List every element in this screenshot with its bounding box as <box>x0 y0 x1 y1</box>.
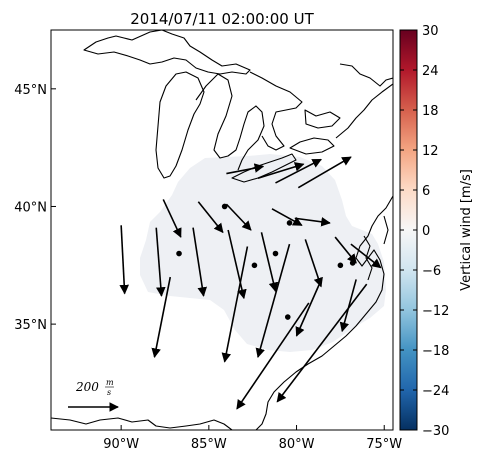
wind-vector-arrow <box>221 246 249 363</box>
wind-vector-arrow <box>227 229 247 300</box>
wind-vector-arrow <box>275 158 322 184</box>
colorbar-tick-label: 30 <box>422 24 439 39</box>
gulf-coast-outline <box>51 417 233 430</box>
wind-scale-key: 200 m s <box>68 378 119 412</box>
station-marker <box>286 220 293 226</box>
wind-vector-arrow <box>271 208 303 226</box>
latitude-tick-label: 35°N <box>14 318 47 333</box>
colorbar-tick-label: 12 <box>422 144 439 159</box>
coastlines <box>51 30 393 430</box>
station-marker <box>176 250 182 257</box>
atlantic-coast-outline <box>255 195 393 430</box>
st-lawrence-outline <box>335 83 393 139</box>
northeast-coast-outline <box>339 63 393 87</box>
wind-vector-arrow <box>304 239 323 288</box>
wind-vector-arrow <box>350 243 382 269</box>
wind-vector-arrow <box>294 217 331 227</box>
colorbar-tick-label: −24 <box>422 384 449 399</box>
delaware-bay-outline <box>383 215 389 245</box>
longitude-tick-label: 85°W <box>191 437 227 452</box>
colorbar-tick-label: −18 <box>422 344 449 359</box>
wind-vector-arrow <box>119 225 130 295</box>
canadian-north-shore <box>304 109 341 129</box>
wind-vector-arrow <box>339 279 357 333</box>
map-title: 2014/07/11 02:00:00 UT <box>130 10 314 28</box>
wind-vector-arrow <box>295 283 321 337</box>
station-marker <box>272 250 279 257</box>
data-coverage-region <box>140 154 386 352</box>
lake-ontario-outline <box>289 137 335 155</box>
wind-vector-arrow <box>297 156 352 189</box>
wind-vector-arrow <box>226 163 265 175</box>
station-marker <box>221 203 228 210</box>
map-panel: 200 m s <box>51 30 393 430</box>
station-marker <box>284 314 291 320</box>
scale-key-unit-denominator: s <box>107 388 111 397</box>
wind-vector-layer <box>119 156 382 410</box>
wind-vector-arrow <box>155 227 166 297</box>
colorbar-ticks: 30 24 18 12 6 0 −6 −12 −18 −24 −30 <box>400 24 449 439</box>
latitude-axis: 45°N 40°N 35°N <box>14 83 56 333</box>
wind-vector-arrow <box>197 201 224 234</box>
colorbar-tick-label: −30 <box>422 424 449 439</box>
colorbar: 30 24 18 12 6 0 −6 −12 −18 −24 −30 Vertical wind [… <box>399 24 474 439</box>
wind-vector-arrow <box>276 283 368 403</box>
station-marker-layer <box>176 203 356 320</box>
station-marker <box>349 260 356 266</box>
wind-vector-arrow <box>334 236 357 264</box>
latitude-tick-label: 40°N <box>14 200 47 215</box>
longitude-tick-label: 75°W <box>366 437 402 452</box>
lake-michigan-outline <box>155 71 205 179</box>
wind-vector-arrow <box>257 162 305 179</box>
station-marker <box>251 262 258 269</box>
map-frame <box>50 29 394 431</box>
lake-huron-outline <box>249 71 303 151</box>
wind-vector-arrow <box>260 232 279 293</box>
wind-vector-arrow <box>192 227 208 297</box>
wind-vector-arrow <box>236 302 310 410</box>
chesapeake-bay-outline <box>363 235 373 281</box>
station-marker <box>337 262 344 269</box>
wind-vector-arrow <box>255 243 291 358</box>
colorbar-tick-label: 6 <box>422 184 430 199</box>
colorbar-tick-label: 0 <box>422 224 430 239</box>
longitude-tick-label: 80°W <box>279 437 315 452</box>
colorbar-tick-label: −12 <box>422 304 449 319</box>
scale-key-unit-numerator: m <box>106 378 114 387</box>
wind-vector-arrow <box>151 276 172 359</box>
colorbar-tick-label: 24 <box>422 64 439 79</box>
wind-vector-arrow <box>162 199 182 238</box>
colorbar-label: Vertical wind [m/s] <box>459 169 474 291</box>
latitude-tick-label: 45°N <box>14 83 47 98</box>
lake-superior-outline <box>83 30 251 75</box>
longitude-tick-label: 90°W <box>103 437 139 452</box>
longitude-axis: 90°W 85°W 80°W 75°W <box>103 425 402 452</box>
colorbar-tick-label: −6 <box>422 264 441 279</box>
wind-vector-arrow <box>225 203 252 231</box>
scale-key-value: 200 <box>75 380 99 394</box>
michigan-peninsula-outline <box>195 73 265 171</box>
colorbar-tick-label: 18 <box>422 104 439 119</box>
